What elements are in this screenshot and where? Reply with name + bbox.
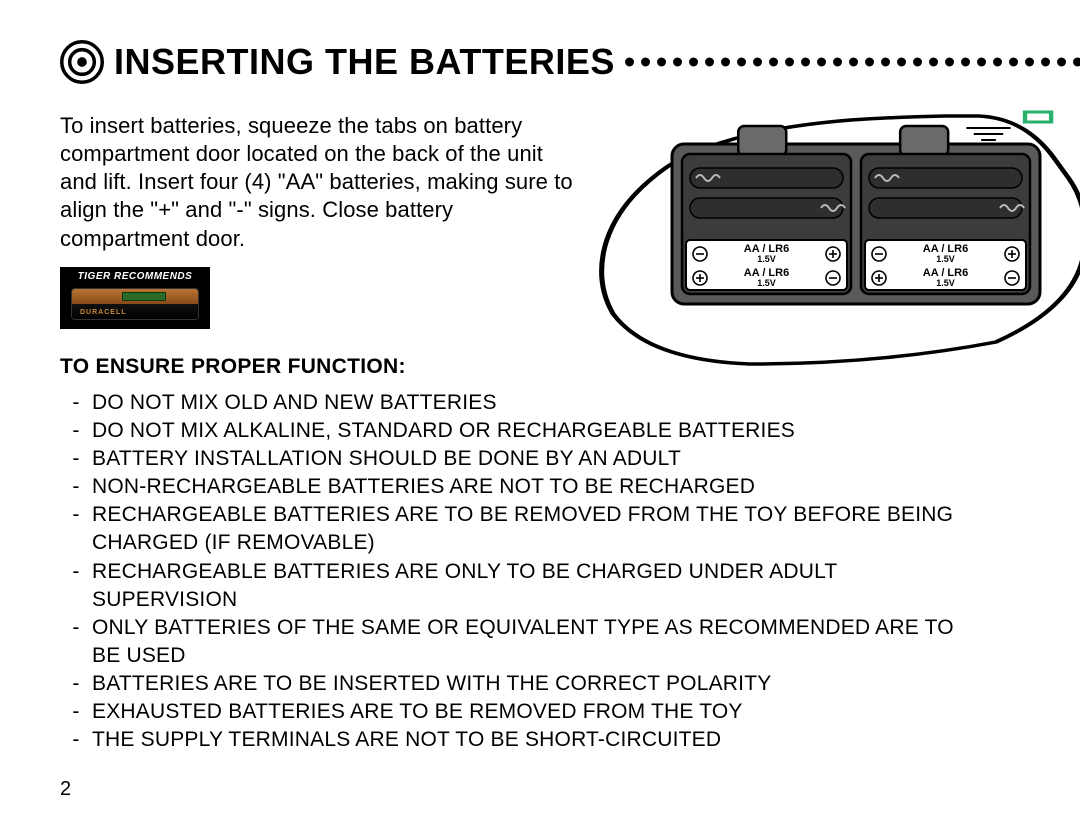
list-dash: -: [60, 726, 92, 754]
section-title: INSERTING THE BATTERIES: [114, 41, 615, 83]
warning-item: -THE SUPPLY TERMINALS ARE NOT TO BE SHOR…: [60, 726, 980, 754]
badge-brand: DURACELL: [80, 309, 127, 316]
header-dots: [623, 40, 1080, 84]
warning-text: EXHAUSTED BATTERIES ARE TO BE REMOVED FR…: [92, 698, 980, 726]
list-dash: -: [60, 558, 92, 614]
warning-text: NON-RECHARGEABLE BATTERIES ARE NOT TO BE…: [92, 473, 980, 501]
warning-text: DO NOT MIX ALKALINE, STANDARD OR RECHARG…: [92, 417, 980, 445]
warning-text: ONLY BATTERIES OF THE SAME OR EQUIVALENT…: [92, 614, 980, 670]
warnings-list: -DO NOT MIX OLD AND NEW BATTERIES-DO NOT…: [60, 389, 1080, 755]
list-dash: -: [60, 670, 92, 698]
warning-text: BATTERY INSTALLATION SHOULD BE DONE BY A…: [92, 445, 980, 473]
svg-text:1.5V: 1.5V: [757, 254, 776, 264]
section-header: INSERTING THE BATTERIES: [60, 30, 1080, 94]
intro-paragraph: To insert batteries, squeeze the tabs on…: [60, 112, 580, 253]
warning-item: -BATTERY INSTALLATION SHOULD BE DONE BY …: [60, 445, 980, 473]
warning-item: -DO NOT MIX OLD AND NEW BATTERIES: [60, 389, 980, 417]
battery-graphic: DURACELL: [71, 288, 199, 320]
svg-text:1.5V: 1.5V: [757, 278, 776, 288]
bullseye-icon: [60, 40, 104, 84]
warning-text: RECHARGEABLE BATTERIES ARE ONLY TO BE CH…: [92, 558, 980, 614]
list-dash: -: [60, 614, 92, 670]
manual-page: INSERTING THE BATTERIES To insert batter…: [0, 0, 1080, 827]
svg-text:1.5V: 1.5V: [936, 278, 955, 288]
warning-item: -BATTERIES ARE TO BE INSERTED WITH THE C…: [60, 670, 980, 698]
warning-item: -EXHAUSTED BATTERIES ARE TO BE REMOVED F…: [60, 698, 980, 726]
warning-text: BATTERIES ARE TO BE INSERTED WITH THE CO…: [92, 670, 980, 698]
list-dash: -: [60, 501, 92, 557]
warning-item: -ONLY BATTERIES OF THE SAME OR EQUIVALEN…: [60, 614, 980, 670]
warning-item: -DO NOT MIX ALKALINE, STANDARD OR RECHAR…: [60, 417, 980, 445]
list-dash: -: [60, 698, 92, 726]
list-dash: -: [60, 389, 92, 417]
battery-compartment-diagram: AA / LR61.5VAA / LR61.5VAA / LR61.5VAA /…: [540, 108, 1080, 368]
page-number: 2: [60, 778, 71, 801]
list-dash: -: [60, 473, 92, 501]
warning-item: -RECHARGEABLE BATTERIES ARE TO BE REMOVE…: [60, 501, 980, 557]
svg-text:1.5V: 1.5V: [936, 254, 955, 264]
warning-item: -NON-RECHARGEABLE BATTERIES ARE NOT TO B…: [60, 473, 980, 501]
badge-headline: TIGER RECOMMENDS: [61, 271, 209, 282]
warning-item: -RECHARGEABLE BATTERIES ARE ONLY TO BE C…: [60, 558, 980, 614]
warning-text: THE SUPPLY TERMINALS ARE NOT TO BE SHORT…: [92, 726, 980, 754]
warning-text: DO NOT MIX OLD AND NEW BATTERIES: [92, 389, 980, 417]
list-dash: -: [60, 417, 92, 445]
recommendation-badge: TIGER RECOMMENDS DURACELL: [60, 267, 210, 329]
list-dash: -: [60, 445, 92, 473]
warning-text: RECHARGEABLE BATTERIES ARE TO BE REMOVED…: [92, 501, 980, 557]
